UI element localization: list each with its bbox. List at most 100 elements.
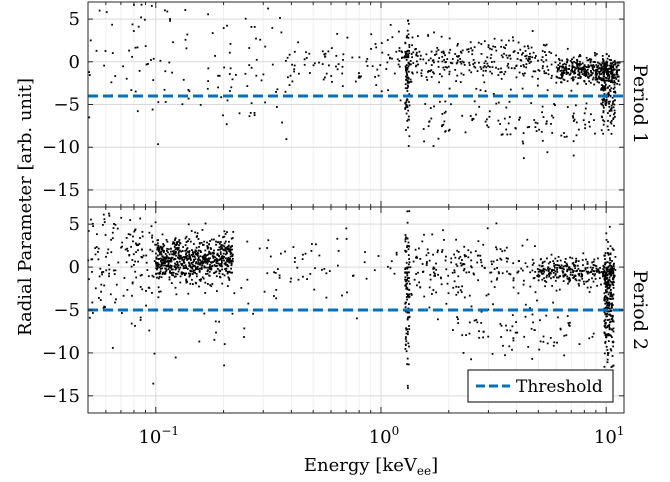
data-point [541,273,544,275]
data-point [581,68,584,71]
data-point [409,78,412,81]
data-point [172,41,174,44]
data-point [228,51,231,54]
data-point [197,262,199,265]
data-point [91,258,94,261]
data-point [322,78,325,81]
data-point [612,88,615,90]
data-point [439,100,441,103]
data-point [594,73,597,76]
data-point [611,365,614,368]
data-point [566,47,569,50]
data-point [422,128,425,130]
data-point [428,306,431,309]
data-point [534,121,537,124]
data-point [556,266,558,269]
data-point [404,276,407,279]
data-point [111,231,114,234]
data-point [172,271,175,274]
data-point [607,72,609,75]
y-tick-label: −15 [42,386,80,407]
data-point [114,301,116,304]
data-point [453,269,456,272]
data-point [407,126,409,129]
data-point [189,274,191,277]
data-point [188,251,190,253]
data-point [569,72,572,75]
data-point [612,278,614,281]
data-point [198,271,201,273]
data-point [496,267,498,269]
data-point [449,48,452,51]
scatter-points [88,3,621,159]
data-point [411,36,414,39]
data-point [545,269,548,272]
data-point [529,55,531,58]
data-point [370,33,373,36]
data-point [408,295,411,298]
data-point [603,269,606,272]
data-point [161,255,164,258]
data-point [515,76,518,79]
data-point [496,277,499,280]
data-point [614,99,616,102]
data-point [229,251,232,254]
data-point [603,99,606,101]
data-point [555,66,558,69]
data-point [108,268,111,271]
data-point [341,65,344,68]
data-point [588,291,591,293]
data-point [438,81,440,84]
data-point [526,238,529,241]
data-point [596,61,599,64]
data-point [408,104,411,107]
data-point [217,249,219,251]
data-point [507,63,510,65]
data-point [161,261,164,264]
data-point [177,254,180,257]
data-point [227,248,230,251]
data-point [554,257,557,260]
data-point [554,104,556,107]
data-point [485,69,487,72]
data-point [405,71,408,74]
data-point [599,277,601,280]
data-point [172,274,175,277]
data-point [464,131,467,134]
data-point [603,70,606,73]
data-point [610,273,612,275]
data-point [200,262,203,264]
data-point [159,245,162,248]
data-point [185,272,187,275]
data-point [103,284,106,287]
data-point [233,292,236,295]
data-point [418,281,420,284]
data-point [550,63,553,66]
data-point [558,67,561,69]
data-point [190,259,192,261]
data-point [158,275,161,278]
data-point [455,285,458,288]
data-point [203,254,205,257]
data-point [550,52,553,55]
data-point [610,366,613,368]
data-point [579,60,581,63]
data-point [366,65,369,67]
data-point [228,240,230,243]
data-point [544,51,546,53]
data-point [610,272,613,275]
data-point [573,72,575,75]
data-point [228,277,231,280]
data-point [430,117,433,120]
data-point [580,63,582,66]
data-point [606,93,609,96]
data-point [612,118,615,121]
data-point [562,71,565,74]
data-point [130,322,133,325]
data-point [583,70,586,73]
data-point [405,350,408,353]
data-point [611,283,614,286]
data-point [215,243,217,246]
data-point [191,267,194,270]
